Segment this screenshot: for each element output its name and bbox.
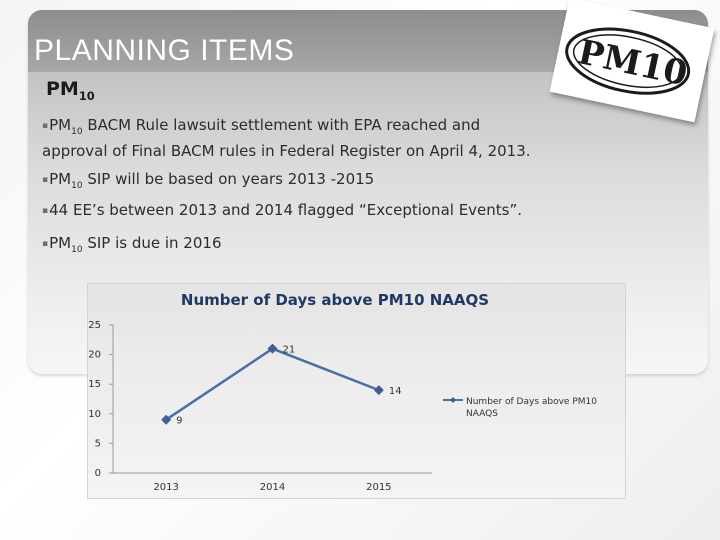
x-tick-label: 2014 <box>260 482 285 493</box>
y-tick-label: 0 <box>95 468 101 479</box>
data-label: 21 <box>283 345 296 356</box>
logo-text: PM10 <box>574 32 690 94</box>
line-chart: Number of Days above PM10 NAAQS 0 5 10 15 20 2… <box>88 291 597 493</box>
slide-title: PLANNING ITEMS <box>34 34 295 67</box>
data-point <box>161 414 172 425</box>
bullet-item: ▪PM10 BACM Rule lawsuit settlement with … <box>42 116 531 160</box>
chart-area <box>87 283 626 499</box>
legend-marker <box>450 397 456 403</box>
y-tick-label: 20 <box>88 350 101 361</box>
y-tick-label: 15 <box>88 379 101 390</box>
bullet-item: ▪44 EE’s between 2013 and 2014 flagged “… <box>42 201 523 219</box>
y-tick-label: 5 <box>95 438 101 449</box>
y-tick-label: 10 <box>88 409 101 420</box>
y-tick-label: 25 <box>88 320 101 331</box>
chart-title: Number of Days above PM10 NAAQS <box>181 291 489 309</box>
pm10-logo: PM10 <box>549 0 715 123</box>
section-heading: PM10 <box>46 78 95 103</box>
series-line <box>165 347 380 421</box>
data-point <box>267 343 278 354</box>
data-point <box>373 385 384 396</box>
bullet-item: ▪PM10 SIP will be based on years 2013 -2… <box>42 170 375 191</box>
data-label: 9 <box>176 416 182 427</box>
data-label: 14 <box>389 386 402 397</box>
legend-label: Number of Days above PM10 <box>466 397 597 407</box>
x-tick-label: 2015 <box>366 482 391 493</box>
legend-label-continued: NAAQS <box>466 409 498 419</box>
x-tick-label: 2013 <box>153 482 178 493</box>
bullet-item: ▪PM10 SIP is due in 2016 <box>42 234 222 255</box>
